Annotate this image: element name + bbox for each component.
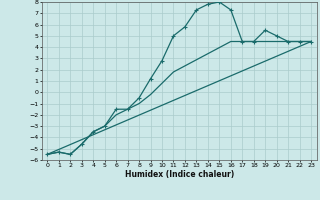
X-axis label: Humidex (Indice chaleur): Humidex (Indice chaleur) [124,170,234,179]
